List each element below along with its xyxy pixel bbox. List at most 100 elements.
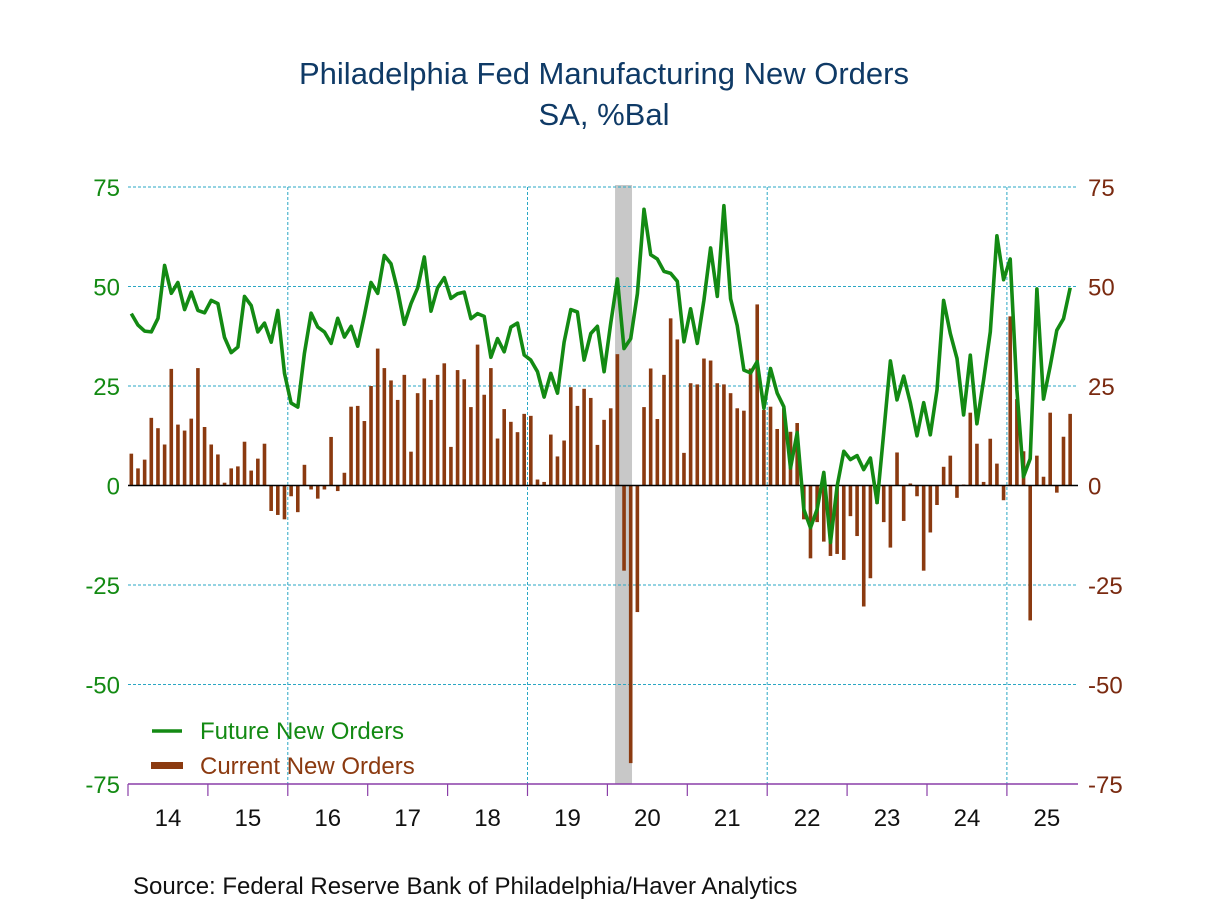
y-tick-label-right: 25 <box>1088 374 1115 401</box>
current-orders-bar <box>462 379 467 486</box>
current-orders-bar <box>389 380 393 486</box>
current-orders-bar <box>722 384 726 486</box>
current-orders-bar <box>482 394 487 486</box>
y-tick-label-right: 50 <box>1088 275 1115 302</box>
current-orders-bar <box>648 368 653 486</box>
current-orders-bar <box>795 423 799 486</box>
current-orders-bar <box>881 485 886 523</box>
current-orders-bar <box>622 485 626 571</box>
current-orders-bar <box>995 463 999 486</box>
x-tick-label: 19 <box>554 805 581 832</box>
legend-label-current: Current New Orders <box>200 753 415 780</box>
current-orders-bar <box>568 387 573 486</box>
current-orders-bar <box>282 485 287 520</box>
current-orders-bar <box>295 485 300 513</box>
future-new-orders-line <box>129 203 1072 545</box>
current-orders-bar <box>156 428 160 486</box>
current-orders-bar <box>901 485 906 521</box>
recession-shading-layer <box>615 185 633 784</box>
current-orders-bar <box>269 485 273 511</box>
current-orders-bar <box>415 393 420 486</box>
current-orders-bar <box>808 485 813 559</box>
x-tick-label: 25 <box>1033 805 1060 832</box>
current-orders-bar <box>262 443 267 486</box>
current-orders-bar <box>821 485 826 542</box>
current-orders-bar <box>382 368 387 486</box>
current-orders-bar <box>449 446 453 486</box>
current-orders-bar <box>968 412 973 486</box>
current-orders-bar <box>409 451 413 486</box>
current-orders-bar <box>768 406 773 486</box>
current-orders-bar <box>1041 476 1046 486</box>
current-orders-bar <box>422 378 427 486</box>
current-orders-bar <box>908 483 913 486</box>
y-tick-label-left: 0 <box>107 474 120 501</box>
current-orders-bar <box>828 485 833 556</box>
current-orders-bar <box>149 417 154 486</box>
current-orders-bar <box>928 485 933 533</box>
current-orders-bar <box>222 482 227 486</box>
current-orders-bar <box>515 432 520 486</box>
current-orders-bar <box>129 453 134 486</box>
current-orders-bar <box>728 393 733 486</box>
x-axis-labels: 14 15 16 17 18 19 20 21 22 23 24 25 <box>155 805 1061 832</box>
current-orders-bar <box>655 419 660 486</box>
x-tick-label: 17 <box>394 805 421 832</box>
current-new-orders-bars <box>129 304 1072 764</box>
y-tick-label-left: 50 <box>93 275 120 302</box>
current-orders-bar <box>182 430 187 486</box>
current-orders-bar <box>555 456 560 486</box>
current-orders-bar <box>529 415 533 486</box>
current-orders-bar <box>1061 436 1066 486</box>
current-orders-bar <box>289 485 293 497</box>
y-tick-label-left: 25 <box>93 374 120 401</box>
current-orders-bar <box>1068 413 1072 486</box>
current-orders-bar <box>562 440 566 486</box>
current-orders-bar <box>322 485 327 490</box>
current-orders-bar <box>1001 485 1006 501</box>
current-orders-bar <box>615 354 620 486</box>
current-orders-bar <box>682 452 686 486</box>
y-tick-label-left: -75 <box>85 772 120 799</box>
current-orders-bar <box>835 485 839 554</box>
current-orders-bar <box>495 438 500 486</box>
current-orders-bar <box>176 424 180 486</box>
current-orders-bar <box>861 485 866 607</box>
x-tick-label: 21 <box>714 805 741 832</box>
current-orders-bar <box>276 485 280 515</box>
legend: Future New Orders Current New Orders <box>151 718 415 780</box>
current-orders-bar <box>509 421 513 486</box>
current-orders-bar <box>535 479 540 486</box>
current-orders-bar <box>688 383 693 486</box>
current-orders-bar <box>1015 399 1019 486</box>
current-orders-bar <box>196 368 200 486</box>
y-tick-label-left: -50 <box>85 673 120 700</box>
current-orders-bar <box>315 485 320 499</box>
current-orders-bar <box>975 443 979 486</box>
current-orders-bar <box>189 418 194 486</box>
current-orders-bar <box>702 358 706 486</box>
current-orders-bar <box>209 444 214 486</box>
x-tick-label: 18 <box>474 805 501 832</box>
current-orders-bar <box>608 408 613 486</box>
current-orders-bar <box>735 408 740 486</box>
current-orders-bar <box>868 485 873 579</box>
current-orders-bar <box>841 485 846 560</box>
x-tick-label: 23 <box>874 805 901 832</box>
current-orders-bar <box>455 370 460 486</box>
y-axis-left-labels: 75 50 25 0 -25 -50 -75 <box>85 175 120 799</box>
current-orders-bar <box>1008 316 1013 486</box>
current-orders-bar <box>429 399 433 486</box>
current-orders-bar <box>375 348 380 486</box>
current-orders-bar <box>469 407 473 486</box>
current-orders-bar <box>475 344 480 486</box>
current-orders-bar <box>742 410 746 486</box>
current-orders-bar <box>249 470 253 486</box>
current-orders-bar <box>1055 485 1059 493</box>
y-axis-right-labels: 75 50 25 0 -25 -50 -75 <box>1088 175 1123 799</box>
current-orders-bar <box>635 485 640 613</box>
current-orders-bar <box>229 468 234 486</box>
current-orders-bar <box>588 397 593 486</box>
current-orders-bar <box>915 485 919 497</box>
